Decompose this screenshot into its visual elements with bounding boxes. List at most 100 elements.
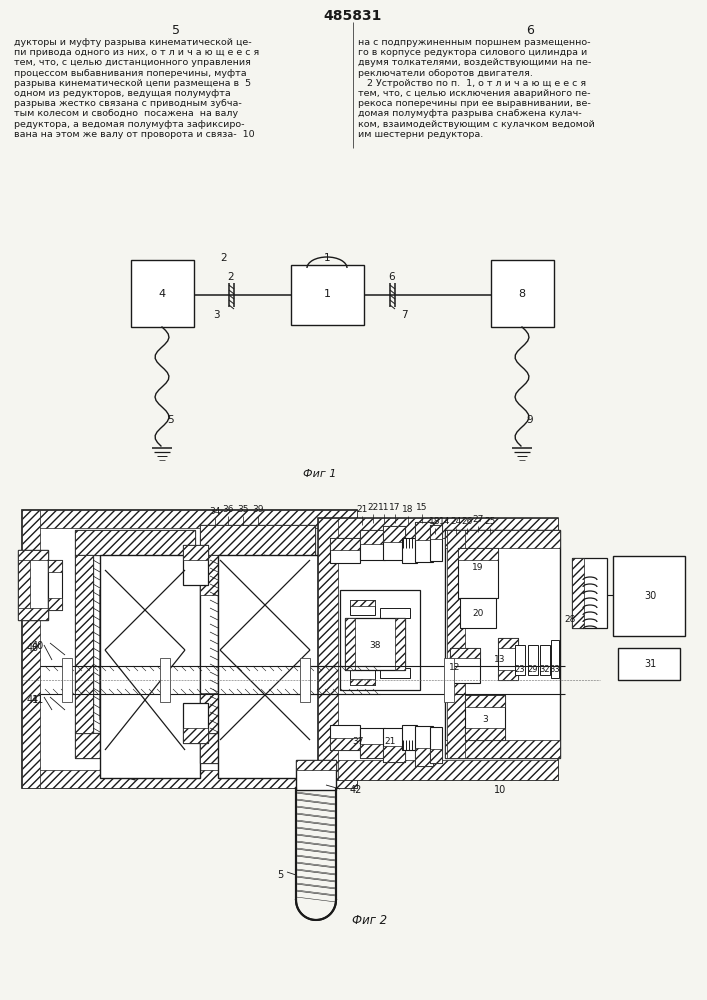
Bar — [430, 525, 442, 539]
Text: 19: 19 — [472, 564, 484, 572]
Text: 40: 40 — [27, 643, 39, 653]
Bar — [491, 260, 554, 327]
Text: рекоса поперечины при ее выравнивании, ве-: рекоса поперечины при ее выравнивании, в… — [358, 99, 591, 108]
Bar — [200, 525, 315, 555]
Text: го в корпусе редуктора силового цилиндра и: го в корпусе редуктора силового цилиндра… — [358, 48, 588, 57]
Text: 27: 27 — [472, 516, 484, 524]
Text: 36: 36 — [222, 506, 234, 514]
Bar — [447, 530, 465, 758]
Bar — [75, 555, 93, 733]
Bar — [383, 526, 405, 560]
Bar — [340, 590, 420, 690]
Text: 3: 3 — [213, 310, 219, 320]
Bar — [498, 638, 518, 680]
Text: дукторы и муфту разрыва кинематической це-: дукторы и муфту разрыва кинематической ц… — [14, 38, 252, 47]
Bar — [18, 550, 30, 620]
Text: 17: 17 — [390, 504, 401, 512]
Text: процессом выбавнивания поперечины, муфта: процессом выбавнивания поперечины, муфта — [14, 69, 247, 78]
Text: 6: 6 — [389, 272, 395, 282]
Bar — [345, 618, 405, 670]
Bar — [318, 760, 558, 780]
Bar — [291, 265, 364, 325]
Bar — [48, 598, 62, 610]
Text: 40: 40 — [32, 641, 44, 651]
Polygon shape — [100, 570, 135, 600]
Text: 24: 24 — [450, 518, 462, 526]
Bar — [415, 748, 433, 766]
Text: 2: 2 — [221, 253, 228, 263]
Bar — [200, 555, 218, 595]
Text: 32: 32 — [539, 666, 550, 674]
Text: тым колесом и свободно  посажена  на валу: тым колесом и свободно посажена на валу — [14, 109, 238, 118]
Text: 41: 41 — [27, 695, 39, 705]
Text: 18: 18 — [429, 518, 440, 526]
Bar — [62, 658, 72, 702]
Bar — [498, 638, 518, 648]
Bar — [200, 733, 315, 763]
Text: 1: 1 — [324, 289, 330, 299]
Polygon shape — [225, 555, 265, 590]
Bar — [515, 645, 525, 675]
Text: 41: 41 — [32, 695, 44, 705]
Bar — [415, 726, 433, 766]
Bar — [75, 555, 93, 733]
Bar — [383, 728, 405, 762]
Text: 13: 13 — [494, 656, 506, 664]
Text: 25: 25 — [484, 518, 496, 526]
Bar — [450, 648, 480, 658]
Bar — [430, 749, 442, 763]
Bar — [183, 703, 208, 743]
Text: 485831: 485831 — [324, 9, 382, 23]
Text: 31: 31 — [644, 659, 656, 669]
Bar — [540, 645, 550, 675]
Bar — [100, 555, 200, 778]
Bar — [360, 728, 385, 758]
Bar — [330, 725, 360, 750]
Text: 38: 38 — [369, 641, 381, 650]
Bar — [218, 555, 318, 778]
Text: 3: 3 — [482, 716, 488, 724]
Bar — [360, 530, 385, 560]
Bar — [528, 645, 538, 675]
Bar — [183, 545, 208, 585]
Text: домая полумуфта разрыва снабжена кулач-: домая полумуфта разрыва снабжена кулач- — [358, 109, 582, 118]
Bar — [430, 525, 442, 561]
Text: 28: 28 — [564, 615, 575, 624]
Text: 21: 21 — [356, 506, 368, 514]
Text: редуктора, а ведомая полумуфта зафиксиро-: редуктора, а ведомая полумуфта зафиксиро… — [14, 120, 245, 129]
Bar — [360, 530, 385, 544]
Bar — [444, 658, 454, 702]
Bar — [445, 740, 560, 758]
Bar — [48, 560, 62, 610]
Bar — [460, 598, 496, 628]
Text: тем, что, с целью исключения аварийного пе-: тем, что, с целью исключения аварийного … — [358, 89, 590, 98]
Bar — [318, 518, 338, 780]
Polygon shape — [100, 750, 135, 780]
Text: пи привода одного из них, о т л и ч а ю щ е е с я: пи привода одного из них, о т л и ч а ю … — [14, 48, 259, 57]
Bar — [22, 510, 357, 788]
Bar — [18, 608, 48, 620]
Text: 39: 39 — [252, 506, 264, 514]
Bar — [380, 668, 410, 678]
Bar — [75, 530, 195, 555]
Bar — [380, 608, 410, 618]
Bar — [296, 760, 336, 770]
Text: разрыва кинематической цепи размещена в  5: разрыва кинематической цепи размещена в … — [14, 79, 251, 88]
Text: 12: 12 — [450, 664, 461, 672]
Polygon shape — [225, 580, 265, 660]
Bar — [458, 548, 498, 598]
Bar — [445, 530, 560, 758]
Text: 22: 22 — [368, 504, 379, 512]
Polygon shape — [100, 660, 135, 720]
Text: 35: 35 — [238, 506, 249, 514]
Text: ком, взаимодействующим с кулачком ведомой: ком, взаимодействующим с кулачком ведомо… — [358, 120, 595, 129]
Bar — [572, 558, 607, 628]
Text: 14: 14 — [439, 518, 450, 526]
Text: 2: 2 — [228, 272, 234, 282]
Bar — [75, 530, 195, 555]
Polygon shape — [225, 730, 265, 760]
Text: тем, что, с целью дистанционного управления: тем, что, с целью дистанционного управле… — [14, 58, 251, 67]
Text: 2 Устройство по п.  1, о т л и ч а ю щ е е с я: 2 Устройство по п. 1, о т л и ч а ю щ е … — [358, 79, 586, 88]
Bar — [395, 618, 405, 670]
Bar — [465, 728, 505, 740]
